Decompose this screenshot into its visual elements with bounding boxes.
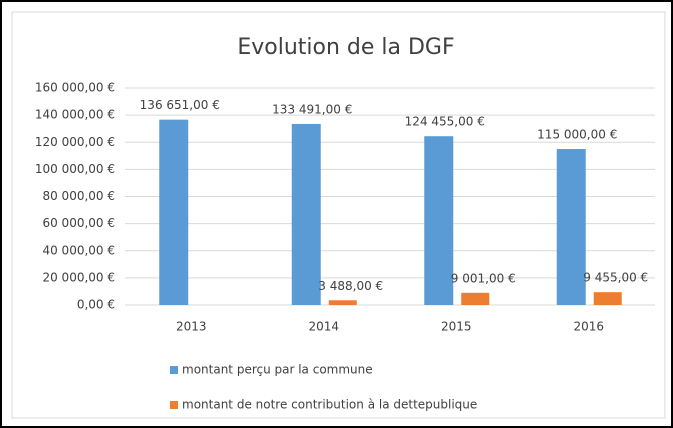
- bar: [461, 292, 490, 305]
- legend-label: montant perçu par la commune: [182, 363, 373, 377]
- bar: [593, 292, 622, 305]
- y-tick-label: 60 000,00 €: [42, 216, 115, 230]
- legend-swatch: [170, 366, 178, 374]
- legend-label: montant de notre contribution à la dette…: [182, 398, 477, 412]
- data-label: 115 000,00 €: [537, 128, 617, 142]
- x-tick-label: 2015: [441, 320, 472, 334]
- data-label: 124 455,00 €: [405, 115, 485, 129]
- bar: [291, 123, 321, 306]
- data-label: 136 651,00 €: [140, 98, 220, 112]
- x-tick-label: 2013: [176, 320, 207, 334]
- y-tick-label: 0,00 €: [77, 298, 115, 312]
- chart-title: Evolution de la DGF: [237, 35, 454, 60]
- data-label: 9 455,00 €: [583, 271, 648, 285]
- chart-frame: [11, 11, 666, 419]
- legend-swatch: [170, 401, 178, 409]
- y-tick-label: 80 000,00 €: [42, 189, 115, 203]
- y-tick-label: 120 000,00 €: [35, 135, 115, 149]
- data-label: 3 488,00 €: [318, 279, 383, 293]
- data-label: 133 491,00 €: [272, 102, 352, 116]
- y-tick-label: 140 000,00 €: [35, 108, 115, 122]
- y-tick-label: 160 000,00 €: [35, 81, 115, 95]
- data-label: 9 001,00 €: [451, 271, 516, 285]
- y-tick-label: 100 000,00 €: [35, 162, 115, 176]
- x-tick-label: 2014: [308, 320, 339, 334]
- bar: [328, 300, 357, 305]
- y-tick-label: 40 000,00 €: [42, 243, 115, 257]
- x-tick-label: 2016: [573, 320, 604, 334]
- y-tick-label: 20 000,00 €: [42, 270, 115, 284]
- bar: [159, 119, 189, 305]
- bar: [556, 149, 586, 305]
- bar: [424, 136, 454, 305]
